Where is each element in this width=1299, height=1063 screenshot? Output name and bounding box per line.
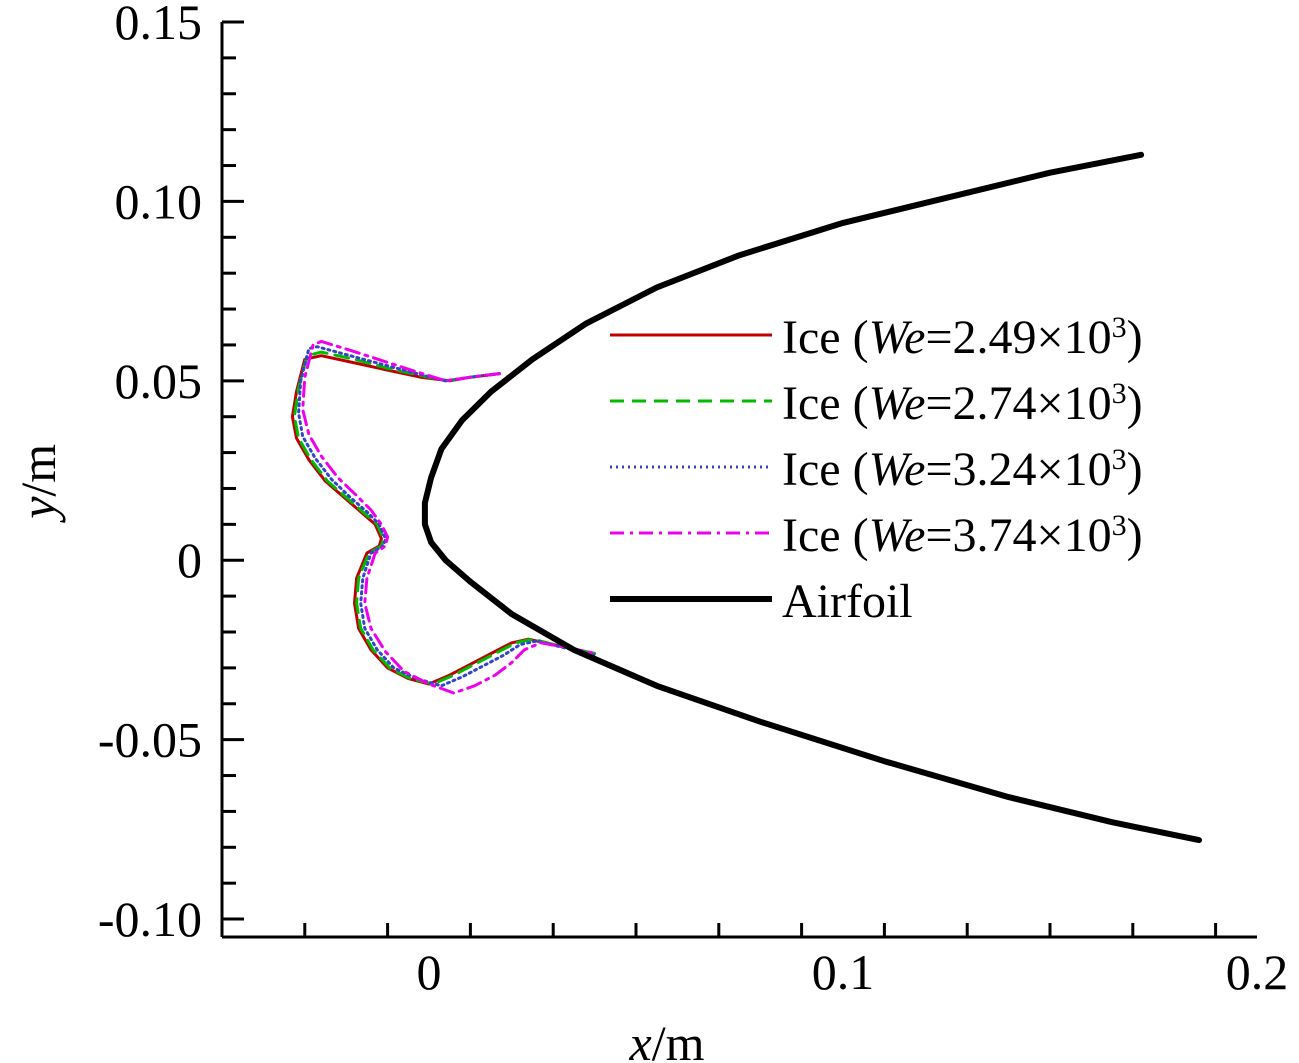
- legend-label-part: =3.74×10: [925, 509, 1111, 562]
- y-tick-label: -0.10: [98, 891, 202, 947]
- legend-label-part: 3: [1112, 377, 1127, 410]
- y-axis-title: y/m: [10, 444, 66, 524]
- legend-label-part: 3: [1112, 311, 1127, 344]
- ticks-layer: 0 0.1 0.2 0.15 0.10 0.05 0 -0.05 -0.10: [98, 0, 1288, 1000]
- series-line-ice-1: [292, 350, 597, 686]
- x-tick-label: 0.2: [1226, 944, 1289, 1000]
- legend-label: Ice (We=2.49×103): [782, 311, 1143, 365]
- legend-label-part: Ice (: [782, 509, 869, 562]
- x-axis-var: x: [629, 1015, 652, 1063]
- legend-label: Ice (We=3.74×103): [782, 509, 1143, 563]
- y-axis-var: y: [10, 496, 66, 524]
- legend-label-part: 3: [1112, 443, 1127, 476]
- y-axis-unit: /m: [10, 444, 66, 497]
- legend-label-part: ): [1127, 509, 1143, 562]
- y-tick-label: 0.15: [115, 0, 203, 50]
- legend-label-part: We: [869, 509, 926, 562]
- legend-label-part: We: [869, 311, 926, 364]
- legend-label-part: Ice (: [782, 311, 869, 364]
- legend-label-part: Ice (: [782, 377, 869, 430]
- y-tick-label: -0.05: [98, 712, 202, 768]
- legend-label-part: 3: [1112, 509, 1127, 542]
- legend-label-part: =2.49×10: [925, 311, 1111, 364]
- series-line-ice-0: [290, 354, 597, 686]
- x-axis-title: x/m: [629, 1015, 705, 1063]
- series-line-ice-3: [301, 339, 597, 695]
- legend-label-part: ): [1127, 443, 1143, 496]
- y-tick-label: 0: [177, 532, 202, 588]
- series-line-ice-2: [297, 345, 597, 688]
- series-layer: [290, 151, 1202, 844]
- series-line-airfoil: [421, 151, 1202, 844]
- legend-label: Ice (We=2.74×103): [782, 377, 1143, 431]
- legend-label-part: We: [869, 377, 926, 430]
- x-tick-label: 0: [417, 944, 442, 1000]
- legend-label: Airfoil: [782, 575, 913, 628]
- axes-layer: [220, 22, 1257, 939]
- x-axis-unit: /m: [652, 1015, 705, 1063]
- legend-label-part: =3.24×10: [925, 443, 1111, 496]
- x-tick-label: 0.1: [812, 944, 875, 1000]
- legend-label: Ice (We=3.24×103): [782, 443, 1143, 497]
- legend-label-part: Airfoil: [782, 575, 913, 628]
- legend: Ice (We=2.49×103)Ice (We=2.74×103)Ice (W…: [610, 311, 1143, 628]
- legend-label-part: ): [1127, 311, 1143, 364]
- legend-label-part: =2.74×10: [925, 377, 1111, 430]
- y-tick-label: 0.05: [115, 353, 203, 409]
- legend-label-part: We: [869, 443, 926, 496]
- y-tick-label: 0.10: [115, 173, 203, 229]
- legend-label-part: ): [1127, 377, 1143, 430]
- legend-label-part: Ice (: [782, 443, 869, 496]
